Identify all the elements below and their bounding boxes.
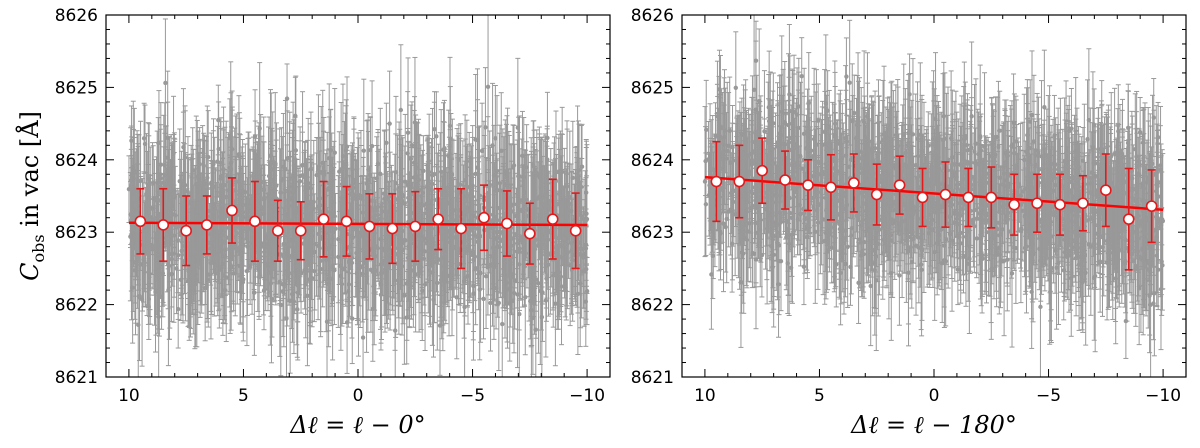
raw-point <box>312 241 318 247</box>
raw-point <box>138 178 143 184</box>
raw-point <box>404 281 410 286</box>
raw-point <box>432 255 437 260</box>
raw-point <box>398 107 404 113</box>
raw-point <box>483 274 489 279</box>
raw-point <box>553 301 558 306</box>
raw-point <box>155 270 160 276</box>
raw-point <box>169 256 174 262</box>
raw-point <box>416 265 422 270</box>
raw-point <box>520 153 525 159</box>
raw-point <box>392 278 398 283</box>
raw-point <box>206 154 211 160</box>
raw-point <box>131 195 136 201</box>
raw-point <box>366 167 371 172</box>
raw-point <box>351 177 357 183</box>
raw-point <box>252 290 257 295</box>
raw-point <box>378 292 384 297</box>
raw-point <box>283 166 288 172</box>
raw-point <box>493 136 498 141</box>
raw-point <box>212 257 217 262</box>
raw-point <box>166 287 171 293</box>
raw-point <box>410 233 416 238</box>
y-axis-title: Cobs in vac [Å] <box>15 111 48 281</box>
raw-point <box>403 179 408 184</box>
raw-point <box>144 192 149 197</box>
raw-point <box>360 335 366 340</box>
raw-point <box>285 156 290 161</box>
raw-point <box>435 256 440 262</box>
raw-point <box>481 296 486 302</box>
raw-point <box>251 174 256 179</box>
raw-point <box>580 255 586 260</box>
raw-point <box>273 245 279 250</box>
raw-point <box>284 96 290 101</box>
raw-point <box>368 267 374 273</box>
raw-point <box>477 287 482 292</box>
raw-point <box>361 148 367 153</box>
raw-point <box>339 182 345 187</box>
raw-point <box>455 214 460 219</box>
raw-point <box>490 143 495 148</box>
raw-point <box>284 242 289 247</box>
raw-point <box>523 295 528 300</box>
raw-point <box>314 172 319 178</box>
raw-point <box>543 298 549 303</box>
raw-point <box>539 314 545 320</box>
raw-point <box>478 270 483 276</box>
raw-point <box>280 176 285 182</box>
raw-point <box>500 321 505 327</box>
raw-point <box>175 252 181 258</box>
raw-point <box>557 191 562 197</box>
raw-point <box>473 265 478 271</box>
raw-point <box>402 293 407 298</box>
raw-point <box>261 288 267 293</box>
raw-point <box>379 209 385 214</box>
raw-point <box>488 300 493 306</box>
raw-point <box>434 134 439 139</box>
raw-point <box>556 270 561 275</box>
raw-point <box>506 202 512 207</box>
raw-point <box>344 144 350 149</box>
plot-area <box>126 15 590 377</box>
raw-point <box>479 148 485 154</box>
raw-point <box>256 275 262 280</box>
raw-point <box>402 201 407 206</box>
raw-point <box>278 302 284 308</box>
raw-points <box>126 15 590 377</box>
raw-point <box>216 146 221 152</box>
raw-point <box>156 314 161 319</box>
raw-point <box>139 297 145 302</box>
raw-point <box>215 234 220 240</box>
raw-point <box>379 261 384 267</box>
raw-point <box>293 113 298 119</box>
raw-point <box>437 323 443 328</box>
raw-point <box>548 252 553 257</box>
